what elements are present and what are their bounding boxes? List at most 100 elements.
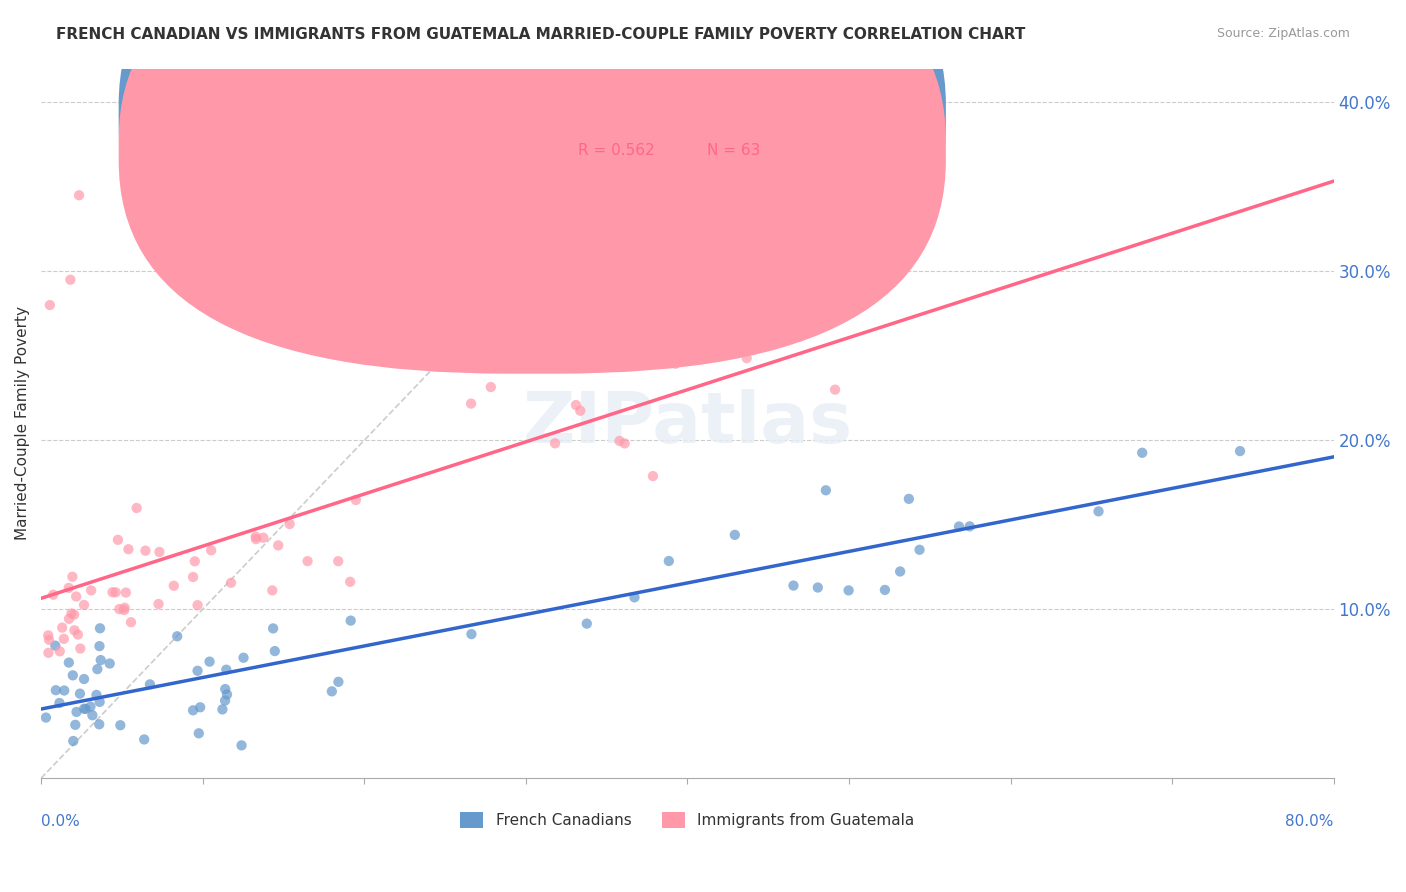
Point: [460, 396, 482, 410]
Point: [112, 603, 135, 617]
Point: [89, 639, 111, 653]
Point: [38, 298, 60, 312]
Point: [321, 684, 343, 698]
Point: [48, 696, 70, 710]
Point: [609, 434, 631, 448]
Point: [215, 688, 238, 702]
Point: [959, 519, 981, 533]
Point: [231, 739, 253, 753]
Point: [79, 699, 101, 714]
Point: [58, 656, 80, 670]
Point: [807, 581, 830, 595]
Point: [60, 570, 83, 584]
Point: [873, 582, 896, 597]
Point: [214, 681, 236, 696]
Point: [110, 718, 132, 732]
Point: [198, 655, 221, 669]
Point: [80, 583, 103, 598]
Point: [187, 664, 209, 678]
Point: [42, 588, 65, 602]
Point: [44, 639, 66, 653]
Point: [115, 585, 138, 599]
Point: [73, 598, 96, 612]
Point: [163, 579, 186, 593]
Point: [89, 717, 111, 731]
Point: [782, 578, 804, 592]
Point: [104, 585, 127, 599]
Point: [62, 734, 84, 748]
Point: [66, 627, 89, 641]
Point: [818, 185, 841, 199]
Point: [86, 688, 108, 702]
Point: [98, 657, 121, 671]
Point: [723, 340, 745, 354]
Point: [211, 702, 233, 716]
Point: [838, 583, 860, 598]
Point: [200, 543, 222, 558]
Point: [89, 695, 111, 709]
Point: [134, 543, 156, 558]
Point: [724, 528, 747, 542]
Point: [82, 708, 104, 723]
Point: [824, 383, 846, 397]
Point: [262, 621, 284, 635]
Point: [641, 469, 664, 483]
Point: [544, 436, 567, 450]
FancyBboxPatch shape: [118, 0, 946, 338]
Point: [460, 627, 482, 641]
Point: [623, 591, 645, 605]
Text: R = 0.555: R = 0.555: [578, 107, 654, 122]
Point: [148, 597, 170, 611]
Point: [67, 188, 90, 202]
Text: 80.0%: 80.0%: [1285, 814, 1334, 829]
Text: 0.0%: 0.0%: [41, 814, 80, 829]
Point: [232, 650, 254, 665]
Point: [166, 629, 188, 643]
Point: [108, 602, 131, 616]
Point: [188, 700, 211, 714]
Point: [181, 703, 204, 717]
Point: [65, 705, 87, 719]
Point: [125, 501, 148, 516]
Point: [59, 273, 82, 287]
Point: [75, 702, 97, 716]
Point: [49, 644, 72, 658]
Legend: French Canadians, Immigrants from Guatemala: French Canadians, Immigrants from Guatem…: [454, 806, 921, 834]
Point: [245, 532, 267, 546]
Point: [344, 493, 367, 508]
Point: [58, 581, 80, 595]
Point: [252, 531, 274, 545]
Point: [73, 672, 96, 686]
Point: [73, 701, 96, 715]
Point: [664, 357, 686, 371]
Point: [181, 570, 204, 584]
Point: [65, 718, 87, 732]
Point: [63, 607, 86, 622]
Point: [90, 653, 112, 667]
Point: [89, 621, 111, 635]
Point: [37, 628, 59, 642]
Point: [297, 554, 319, 568]
Point: [62, 668, 84, 682]
Text: R = 0.562: R = 0.562: [578, 143, 654, 158]
Point: [187, 726, 209, 740]
Point: [1229, 444, 1251, 458]
Point: [1130, 446, 1153, 460]
Point: [479, 380, 502, 394]
Point: [60, 607, 83, 621]
Point: [51, 621, 73, 635]
Point: [114, 600, 136, 615]
Point: [148, 545, 170, 559]
Point: [69, 687, 91, 701]
Point: [735, 351, 758, 366]
Point: [120, 615, 142, 630]
Point: [187, 598, 209, 612]
Point: [897, 491, 920, 506]
Point: [45, 683, 67, 698]
Point: [565, 398, 588, 412]
Point: [339, 614, 361, 628]
Point: [86, 662, 108, 676]
FancyBboxPatch shape: [481, 90, 869, 186]
Point: [263, 644, 285, 658]
Point: [889, 565, 911, 579]
